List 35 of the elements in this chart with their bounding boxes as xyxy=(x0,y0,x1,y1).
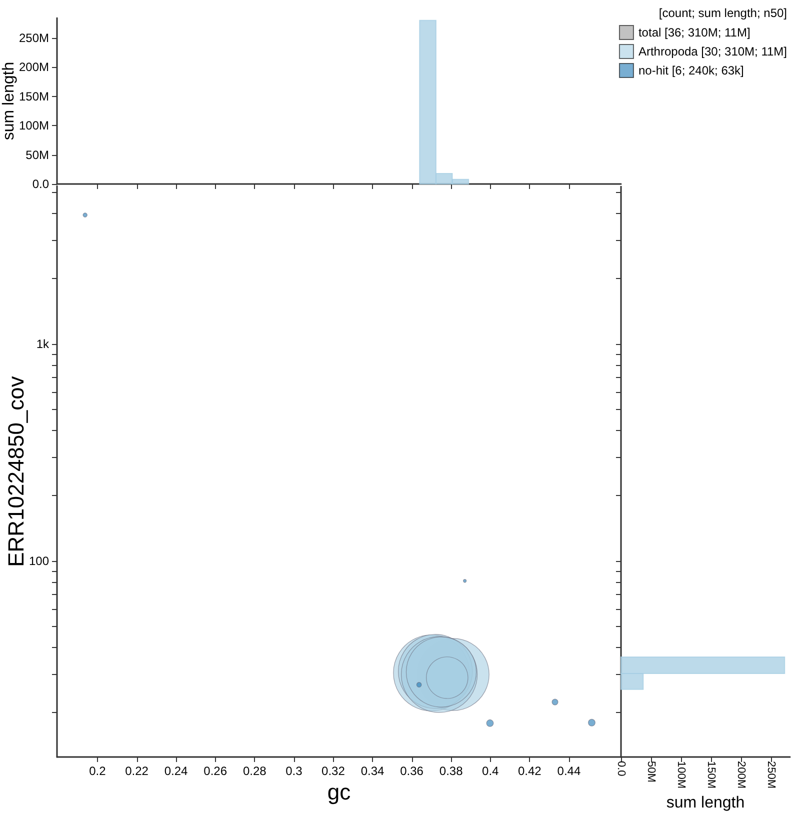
x-tick-label: 0.4 xyxy=(482,764,500,778)
x-axis-title: gc xyxy=(327,780,351,804)
x-tick-label: 50M xyxy=(644,761,657,782)
legend-label: no-hit [6; 240k; 63k] xyxy=(638,64,744,78)
x-tick-label: 150M xyxy=(704,761,717,789)
x-tick-label: 0.0 xyxy=(615,761,627,776)
y-tick-label: 1k xyxy=(36,336,50,351)
legend-label: Arthropoda [30; 310M; 11M] xyxy=(638,44,787,58)
x-tick-label: 0.42 xyxy=(518,764,542,778)
x-tick-label: 0.44 xyxy=(557,764,581,778)
x-tick-label: 0.36 xyxy=(400,764,424,778)
y-tick-label: 200M xyxy=(18,60,49,74)
x-tick-label: 0.22 xyxy=(125,764,149,778)
x-tick-label: 0.34 xyxy=(360,764,384,778)
x-tick-label: 100M xyxy=(674,761,687,789)
x-tick-label: 250M xyxy=(764,761,777,789)
y-tick-label: 100 xyxy=(28,554,50,568)
x-tick-label: 0.2 xyxy=(89,764,106,778)
y-tick-label: 100M xyxy=(18,118,49,133)
x-tick-label: 0.38 xyxy=(439,764,464,778)
y-tick-label: 250M xyxy=(18,30,49,45)
x-axis-title: sum length xyxy=(666,794,745,812)
legend-label: total [36; 310M; 11M] xyxy=(638,26,750,40)
y-axis-title: ERR10224850_cov xyxy=(4,376,28,567)
y-tick-label: 0.0 xyxy=(32,177,50,191)
x-tick-label: 0.26 xyxy=(204,764,228,778)
legend-title: [count; sum length; n50] xyxy=(658,6,788,20)
y-tick-label: 50M xyxy=(26,148,50,162)
x-tick-label: 200M xyxy=(734,761,747,789)
y-tick-label: 150M xyxy=(18,89,49,104)
x-tick-label: 0.3 xyxy=(286,764,303,778)
x-tick-label: 0.28 xyxy=(242,764,267,778)
x-tick-label: 0.24 xyxy=(164,764,188,778)
y-axis-title: sum length xyxy=(0,62,18,140)
x-tick-label: 0.32 xyxy=(322,764,346,778)
